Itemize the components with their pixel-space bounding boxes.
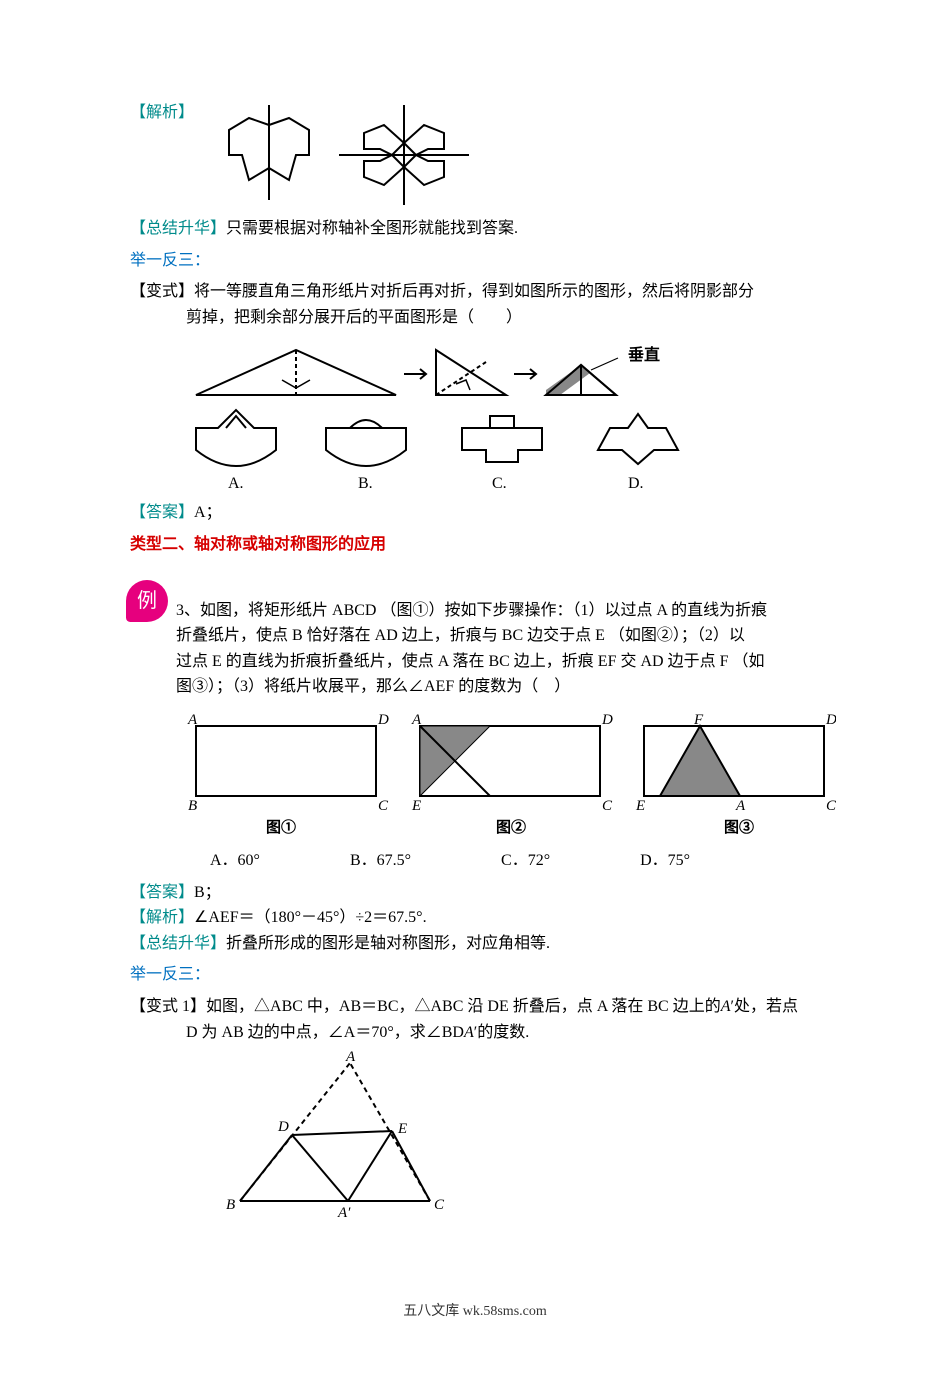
svg-text:图③: 图③: [724, 818, 754, 836]
variant2-label: 【变式 1】: [130, 994, 206, 1020]
svg-text:C: C: [434, 1197, 445, 1213]
problem3-prefix: 3、: [176, 602, 200, 619]
variant2-aprime1: A: [721, 998, 731, 1015]
variant2-line2b: ′的度数.: [474, 1024, 530, 1041]
p3-option-c: C．72°: [501, 848, 550, 874]
svg-text:E: E: [635, 798, 645, 814]
svg-text:C: C: [602, 798, 613, 814]
svg-text:D: D: [277, 1119, 289, 1135]
page-footer: 五八文库 wk.58sms.com: [130, 1301, 820, 1323]
fold-sequence-figure: 垂直: [186, 340, 746, 490]
section-label: 【解析】: [130, 100, 194, 126]
svg-text:C: C: [826, 798, 836, 814]
triangle-fold-figure: A D E B C A′: [220, 1051, 460, 1221]
svg-text:A: A: [735, 798, 746, 814]
p3-option-b: B．67.5°: [350, 848, 411, 874]
p3-option-a: A．60°: [210, 848, 260, 874]
svg-text:B: B: [188, 798, 197, 814]
jiexi2-text: ∠AEF＝（180°－45°）÷2＝67.5°.: [194, 905, 427, 931]
summary-label: 【总结升华】: [130, 216, 226, 242]
option-c-label: C.: [492, 475, 507, 490]
variant-text-line1: 将一等腰直角三角形纸片对折后再对折，得到如图所示的图形，然后将阴影部分: [194, 279, 820, 305]
svg-text:D: D: [377, 712, 389, 728]
svg-text:E: E: [397, 1121, 407, 1137]
variant2-line2a: D 为 AB 边的中点，∠A＝70°，求∠BD: [186, 1024, 464, 1041]
problem3-line3: 过点 E 的直线为折痕折叠纸片，使点 A 落在 BC 边上，折痕 EF 交 AD…: [176, 649, 820, 675]
svg-text:F: F: [693, 712, 704, 728]
section-title: 类型二、轴对称或轴对称图形的应用: [130, 532, 820, 558]
answer-text: A；: [194, 500, 222, 526]
perpendicular-label: 垂直: [628, 345, 660, 364]
svg-text:图①: 图①: [266, 818, 296, 836]
answer-label: 【答案】: [130, 500, 194, 526]
svg-text:B: B: [226, 1197, 235, 1213]
svg-text:D: D: [825, 712, 836, 728]
svg-text:C: C: [378, 798, 389, 814]
svg-text:A: A: [345, 1051, 356, 1065]
problem3-line2: 折叠纸片，使点 B 恰好落在 AD 边上，折痕与 BC 边交于点 E （如图②）…: [176, 623, 820, 649]
summary-text: 只需要根据对称轴补全图形就能找到答案.: [226, 216, 518, 242]
variant2-aprime2: A: [464, 1024, 474, 1041]
option-d-label: D.: [628, 475, 644, 490]
answer2-text: B；: [194, 880, 221, 906]
svg-text:A: A: [411, 712, 422, 728]
variant-text-line2: 剪掉，把剩余部分展开后的平面图形是（ ）: [186, 305, 820, 331]
svg-text:D: D: [601, 712, 613, 728]
option-b-label: B.: [358, 475, 373, 490]
rectangle-figures: A D B C 图① A D E C 图②: [176, 710, 836, 840]
variant-label: 【变式】: [130, 279, 194, 305]
practice-heading-2: 举一反三：: [130, 962, 820, 988]
problem3-line1: 如图，将矩形纸片 ABCD （图①）按如下步骤操作：（1）以过点 A 的直线为折…: [200, 602, 767, 619]
example-badge: 例: [126, 580, 168, 622]
option-a-label: A.: [228, 475, 244, 490]
problem3-line4: 图③）；（3）将纸片收展平，那么∠AEF 的度数为（ ）: [176, 674, 820, 700]
p3-option-d: D．75°: [640, 848, 690, 874]
summary2-label: 【总结升华】: [130, 931, 226, 957]
symmetry-figures: [194, 100, 494, 210]
variant2-line1b: ′处，若点: [731, 998, 799, 1015]
summary2-text: 折叠所形成的图形是轴对称图形，对应角相等.: [226, 931, 550, 957]
practice-heading: 举一反三：: [130, 248, 820, 274]
svg-text:E: E: [411, 798, 421, 814]
jiexi2-label: 【解析】: [130, 905, 194, 931]
variant2-line1a: 如图，△ABC 中，AB＝BC，△ABC 沿 DE 折叠后，点 A 落在 BC …: [206, 998, 721, 1015]
svg-text:图②: 图②: [496, 818, 526, 836]
svg-text:A: A: [187, 712, 198, 728]
svg-text:A′: A′: [337, 1205, 351, 1221]
answer2-label: 【答案】: [130, 880, 194, 906]
